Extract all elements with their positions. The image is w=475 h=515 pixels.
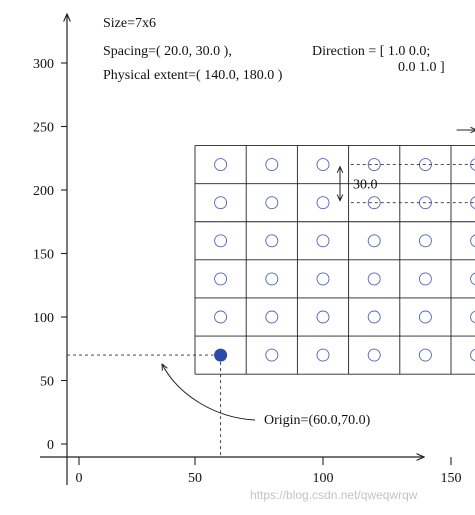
pixel-grid — [194, 145, 475, 375]
x-tick-label: 50 — [188, 471, 202, 486]
pixel-center-circle — [470, 272, 475, 286]
pixel-center-circle — [316, 158, 330, 172]
pixel-center-circle — [470, 234, 475, 248]
pixel-center-circle — [265, 158, 279, 172]
x-tick-label: 150 — [441, 471, 462, 486]
pixel-center-circle — [265, 348, 279, 362]
direction-text-line2: 0.0 1.0 ] — [398, 60, 445, 75]
pixel-center-circle — [214, 158, 228, 172]
pixel-center-circle — [418, 234, 432, 248]
pixel-center-circle — [418, 310, 432, 324]
pixel-center-circle — [214, 272, 228, 286]
x-tick-label: 100 — [313, 471, 334, 486]
y-tick-label: 50 — [40, 375, 54, 390]
spacing-annotations: 20.030.0 — [340, 112, 475, 204]
direction-text-line1: Direction = [ 1.0 0.0; — [312, 44, 430, 59]
pixel-center-circle — [316, 234, 330, 248]
size-text: Size=7x6 — [103, 16, 156, 31]
pixel-center-circle — [367, 234, 381, 248]
y-tick-label: 150 — [33, 248, 54, 263]
pixel-center-circle — [367, 310, 381, 324]
image-info: Size=7x6 Spacing=( 20.0, 30.0 ), Physica… — [103, 16, 445, 83]
origin-pointer-arrow — [162, 364, 256, 421]
y-tick-label: 300 — [33, 57, 54, 72]
origin-annotation: Origin=(60.0,70.0) — [67, 354, 371, 457]
pixel-center-circle — [316, 310, 330, 324]
y-tick-label: 250 — [33, 121, 54, 136]
origin-label: Origin=(60.0,70.0) — [264, 413, 371, 428]
pixel-center-circle — [265, 272, 279, 286]
pixel-center-circle — [265, 310, 279, 324]
pixel-center-circle — [470, 158, 475, 171]
axes: 0 50 100 150 200 0 50 100 150 200 250 300 — [33, 14, 462, 486]
pixel-center-circle — [316, 348, 330, 362]
pixel-center-circle — [265, 234, 279, 248]
watermark-text: https://blog.csdn.net/qweqwrqw — [250, 488, 418, 502]
pixel-center-circle — [418, 348, 432, 362]
pixel-center-circle — [470, 196, 475, 209]
pixel-center-circle — [214, 310, 228, 324]
spacing-y-label: 30.0 — [353, 178, 378, 193]
y-tick-label: 100 — [33, 311, 54, 326]
pixel-center-circle — [418, 272, 432, 286]
origin-pixel-dot — [214, 348, 228, 362]
pixel-center-circle — [316, 272, 330, 286]
spacing-text: Spacing=( 20.0, 30.0 ), — [103, 44, 232, 59]
pixel-center-circle — [265, 196, 279, 210]
pixel-center-circle — [470, 348, 475, 362]
x-tick-label: 0 — [76, 471, 83, 486]
y-tick-label: 200 — [33, 184, 54, 199]
physical-extent-text: Physical extent=( 140.0, 180.0 ) — [103, 68, 283, 83]
pixel-center-circle — [214, 234, 228, 248]
pixel-center-circle — [367, 158, 381, 172]
y-tick-label: 0 — [47, 438, 54, 453]
pixel-center-circle — [367, 348, 381, 362]
pixel-center-circle — [367, 196, 381, 210]
pixel-center-circle — [316, 196, 330, 210]
pixel-center-circle — [367, 272, 381, 286]
pixel-center-circle — [214, 196, 228, 210]
y-axis-ticks: 0 50 100 150 200 250 300 — [33, 57, 67, 453]
pixel-center-circle — [470, 310, 475, 324]
